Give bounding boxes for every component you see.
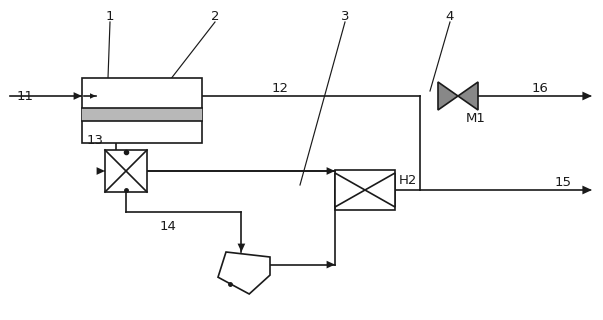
Text: 14: 14 [160,220,177,233]
Text: 15: 15 [555,175,572,188]
Polygon shape [335,173,365,207]
Polygon shape [327,261,335,268]
Bar [82,108,202,121]
Text: 11: 11 [16,90,34,102]
Text: 2: 2 [211,10,219,22]
Polygon shape [582,92,592,100]
Polygon shape [327,167,335,175]
Polygon shape [438,82,458,110]
Polygon shape [458,82,478,110]
Text: 16: 16 [532,82,549,94]
Polygon shape [238,244,245,252]
Bar [105,150,147,192]
Polygon shape [218,252,270,294]
Polygon shape [365,173,395,207]
Polygon shape [96,167,105,175]
Bar [335,170,395,210]
Text: M1: M1 [466,111,486,124]
Text: 1: 1 [106,10,114,22]
Polygon shape [582,186,592,195]
Text: 4: 4 [446,10,454,22]
Text: 3: 3 [341,10,349,22]
Polygon shape [74,92,82,100]
Bar [82,78,202,143]
Text: 13: 13 [86,133,104,147]
Text: H2: H2 [399,173,417,187]
Polygon shape [90,93,96,99]
Text: 12: 12 [271,82,288,94]
